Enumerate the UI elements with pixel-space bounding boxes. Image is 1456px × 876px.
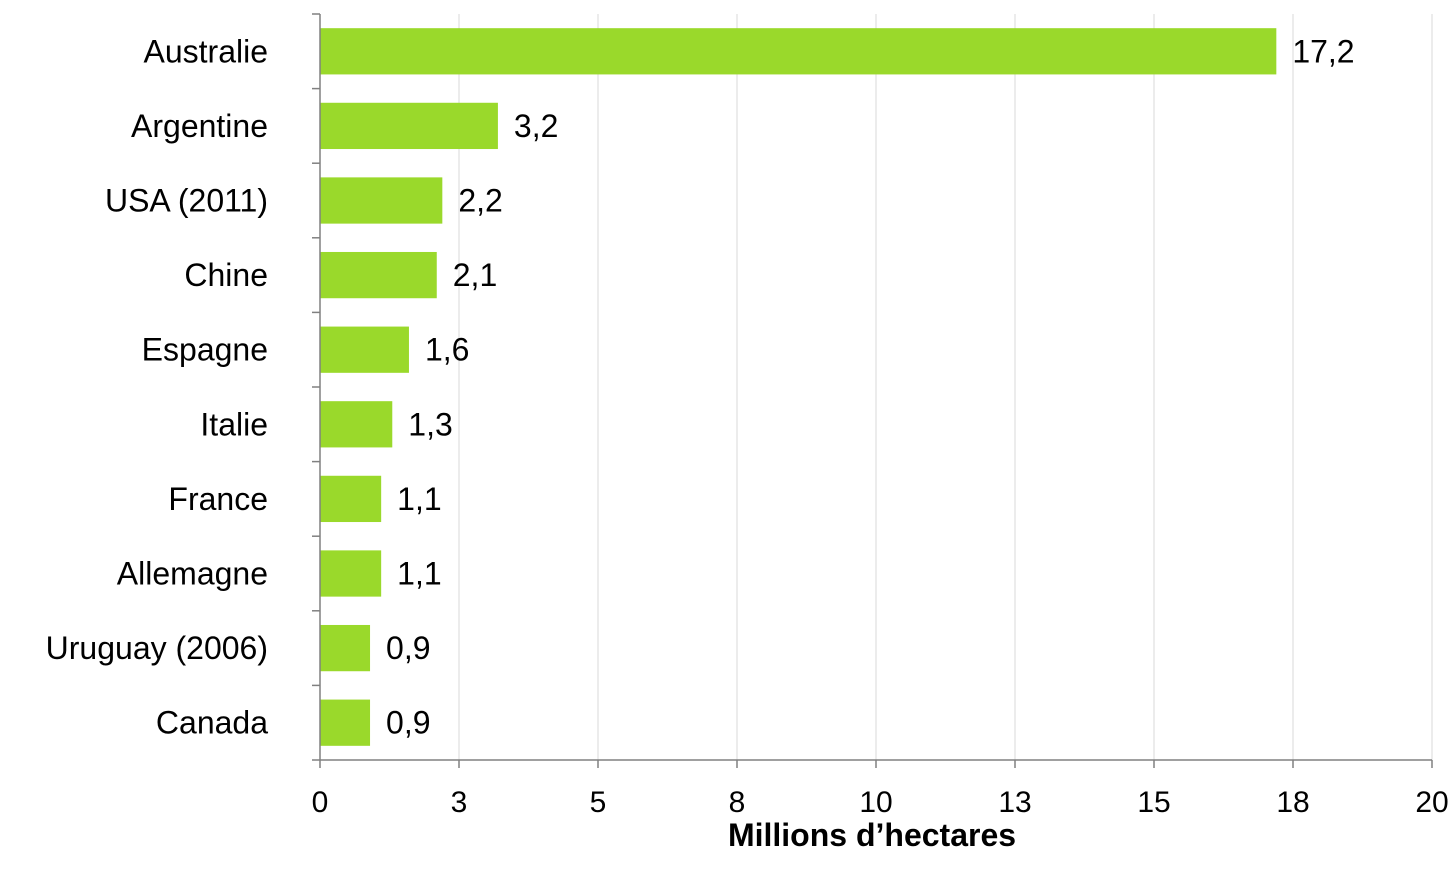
axes xyxy=(312,13,1433,768)
category-label: Chine xyxy=(184,257,268,293)
bar xyxy=(320,475,382,523)
category-label: Espagne xyxy=(142,332,268,368)
bar xyxy=(320,251,437,299)
bar xyxy=(320,326,409,373)
x-tick-label: 15 xyxy=(1137,786,1170,819)
x-tick-label: 3 xyxy=(451,786,468,819)
category-label: France xyxy=(168,481,268,517)
bar xyxy=(320,624,371,672)
x-tick-label: 0 xyxy=(312,786,329,819)
value-label: 1,6 xyxy=(425,332,469,368)
x-tick-label: 18 xyxy=(1276,786,1309,819)
value-label: 1,1 xyxy=(397,481,441,517)
value-label: 2,1 xyxy=(453,257,497,293)
bar xyxy=(320,177,443,224)
category-label: Uruguay (2006) xyxy=(46,630,268,666)
x-tick-label: 10 xyxy=(859,786,892,819)
bars xyxy=(320,28,1277,746)
category-label: Canada xyxy=(156,705,268,741)
x-tick-label: 5 xyxy=(590,786,607,819)
value-label: 2,2 xyxy=(458,183,502,219)
value-label: 0,9 xyxy=(386,630,430,666)
value-label: 0,9 xyxy=(386,705,430,741)
x-tick-labels: 0 3 5 8 10 13 15 18 20 xyxy=(312,786,1449,819)
x-tick-label: 8 xyxy=(729,786,746,819)
bar xyxy=(320,550,382,597)
gridlines xyxy=(458,14,1433,760)
value-label: 17,2 xyxy=(1292,33,1354,69)
value-label: 3,2 xyxy=(514,108,558,144)
value-labels: 17,2 3,2 2,2 2,1 1,6 1,3 1,1 1,1 0,9 0,9 xyxy=(386,33,1355,740)
value-label: 1,3 xyxy=(408,406,452,442)
bar xyxy=(320,102,498,150)
x-tick-label: 20 xyxy=(1415,786,1448,819)
category-label: Allemagne xyxy=(117,556,268,592)
x-tick-label: 13 xyxy=(998,786,1031,819)
category-label: Australie xyxy=(144,33,269,69)
bar xyxy=(320,28,1277,75)
value-label: 1,1 xyxy=(397,556,441,592)
category-label: USA (2011) xyxy=(105,183,268,219)
category-label: Argentine xyxy=(131,108,268,144)
x-axis-title: Millions d’hectares xyxy=(728,817,1016,853)
category-label: Italie xyxy=(200,406,268,442)
category-labels: Australie Argentine USA (2011) Chine Espagne… xyxy=(46,33,269,740)
bar xyxy=(320,699,371,746)
bar xyxy=(320,401,393,448)
